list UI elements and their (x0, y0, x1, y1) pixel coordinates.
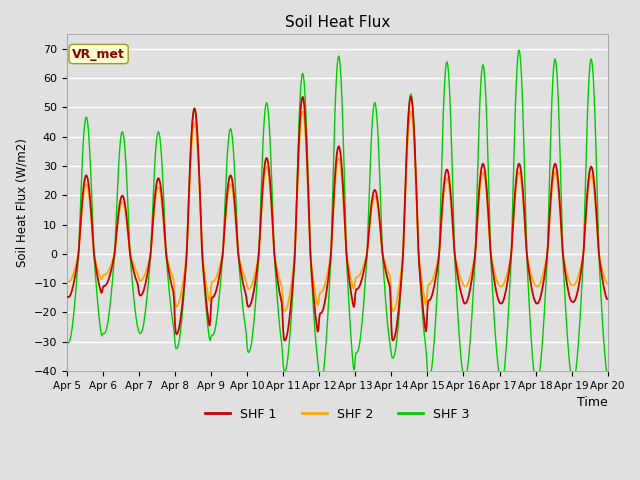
Text: VR_met: VR_met (72, 48, 125, 60)
Title: Soil Heat Flux: Soil Heat Flux (285, 15, 390, 30)
Y-axis label: Soil Heat Flux (W/m2): Soil Heat Flux (W/m2) (15, 138, 28, 267)
Legend: SHF 1, SHF 2, SHF 3: SHF 1, SHF 2, SHF 3 (200, 403, 474, 426)
X-axis label: Time: Time (577, 396, 608, 409)
